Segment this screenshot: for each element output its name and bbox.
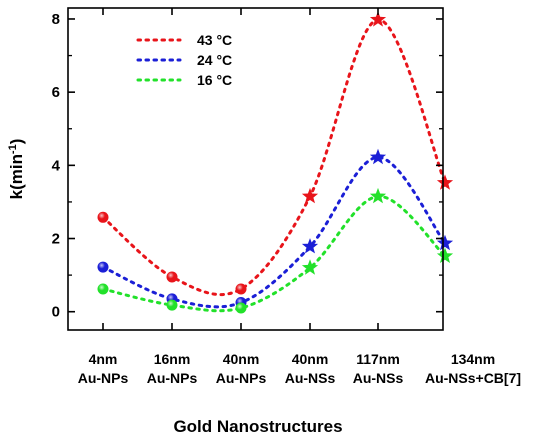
star-point (301, 238, 319, 254)
x-category-label: Au-NSs+CB[7] (425, 370, 521, 386)
x-category-label: Au-NSs (285, 370, 336, 386)
sphere-point (97, 283, 109, 295)
ticks-layer: 0 2 4 6 8 4nm Au-NPs 16nm Au-NPs 40nm Au-NPs 40nm Au… (52, 8, 521, 386)
star-point (301, 259, 319, 275)
x-category-label: 134nm (451, 351, 495, 367)
y-tick-label: 6 (52, 84, 60, 101)
plot-frame (67, 7, 444, 331)
star-point (436, 234, 454, 251)
sphere-point (235, 283, 247, 295)
sphere-point (235, 302, 247, 314)
x-category-label: Au-NPs (78, 370, 129, 386)
y-tick-label: 0 (52, 304, 60, 321)
star-point (436, 174, 454, 190)
y-tick-label: 2 (52, 231, 60, 248)
x-category-label: 40nm (223, 351, 260, 367)
series-2 (97, 187, 454, 314)
sphere-point (97, 261, 109, 273)
x-axis-title: Gold Nanostructures (173, 417, 342, 436)
y-axis-title-superscript: -1 (7, 144, 19, 154)
x-category-label: 4nm (89, 351, 118, 367)
series-layer (97, 11, 454, 314)
y-tick-label: 4 (52, 157, 61, 174)
star-point (301, 187, 319, 204)
star-point (369, 11, 387, 27)
star-point (369, 187, 387, 204)
sphere-point (166, 299, 178, 311)
legend-label: 16 °C (197, 72, 232, 88)
series-line (101, 155, 447, 309)
series-1 (97, 148, 454, 309)
x-category-label: 16nm (154, 351, 191, 367)
legend-label: 24 °C (197, 52, 232, 68)
x-category-label: 117nm (356, 351, 400, 367)
series-0 (97, 11, 454, 296)
y-tick-label: 8 (52, 11, 60, 28)
x-category-label: Au-NPs (147, 370, 198, 386)
legend-label: 43 °C (197, 32, 232, 48)
legend: 43 °C 24 °C 16 °C (136, 32, 232, 88)
y-axis-title: k(min-1) (7, 139, 26, 200)
series-line (101, 194, 447, 313)
sphere-point (166, 271, 178, 283)
x-category-label: 40nm (292, 351, 329, 367)
x-category-label: Au-NSs (353, 370, 404, 386)
sphere-point (97, 211, 109, 223)
star-point (436, 247, 454, 263)
x-category-label: Au-NPs (216, 370, 267, 386)
star-point (369, 148, 387, 165)
